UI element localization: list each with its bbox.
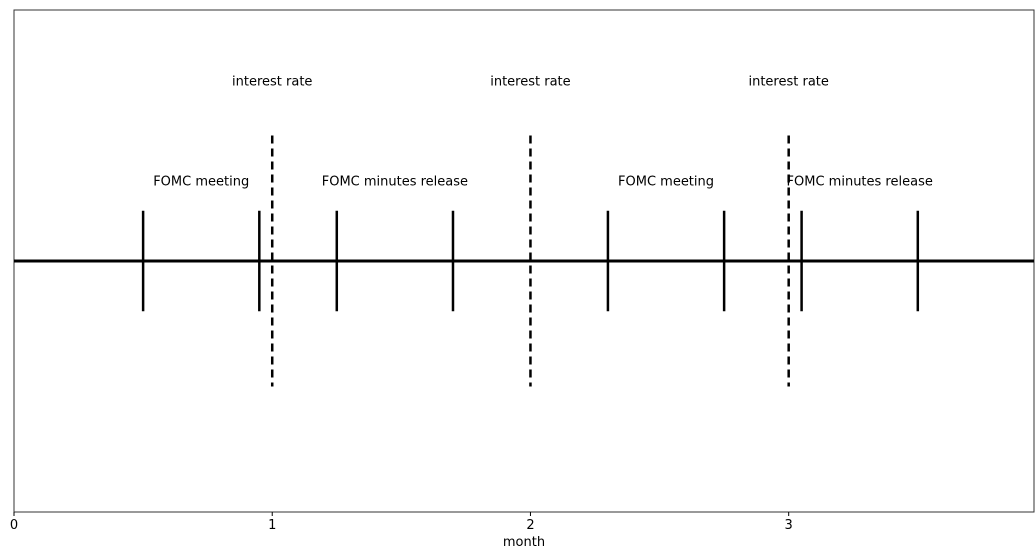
interest-rate-labels: interest rate interest rate interest rate: [232, 74, 829, 89]
interest-rate-label: interest rate: [232, 74, 312, 89]
x-axis: 0 1 2 3: [10, 512, 793, 533]
x-tick-label: 3: [785, 518, 793, 533]
period-label: FOMC minutes release: [787, 175, 933, 190]
interest-rate-label: interest rate: [490, 74, 570, 89]
interest-rate-label: interest rate: [748, 74, 828, 89]
x-axis-label: month: [503, 535, 545, 548]
x-tick-label: 2: [526, 518, 534, 533]
period-ticks: [141, 210, 920, 312]
period-label: FOMC meeting: [618, 175, 714, 190]
period-label: FOMC minutes release: [322, 175, 468, 190]
x-tick-label: 1: [268, 518, 276, 533]
interest-rate-lines: [270, 135, 790, 387]
x-tick-label: 0: [10, 518, 18, 533]
period-labels: FOMC meeting FOMC minutes release FOMC mee…: [153, 175, 933, 190]
period-label: FOMC meeting: [153, 175, 249, 190]
